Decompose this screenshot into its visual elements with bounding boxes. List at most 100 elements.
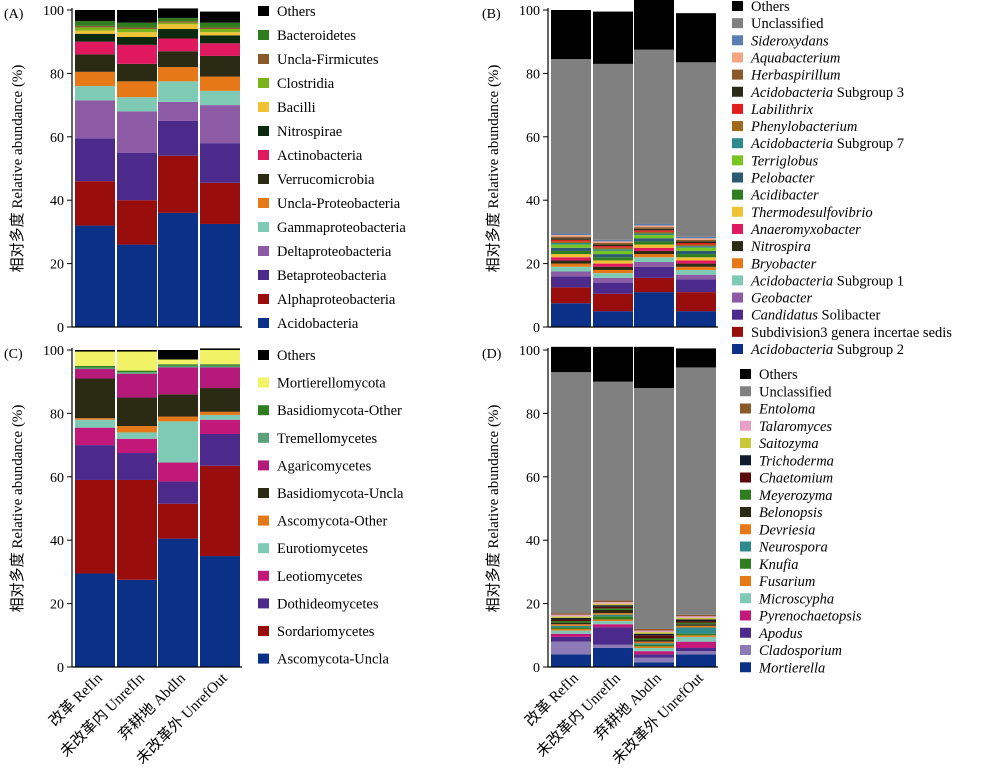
- bar-segment: [75, 369, 115, 379]
- bar-segment: [75, 54, 115, 72]
- bar-segment: [75, 138, 115, 182]
- bar-segment: [75, 27, 115, 31]
- bar-segment: [676, 246, 716, 248]
- bar-segment: [551, 236, 591, 239]
- bar-segment: [75, 71, 115, 87]
- panel-label: (C): [4, 347, 23, 362]
- y-tick-label: 20: [50, 258, 64, 273]
- legend-label: Acidobacteria Subgroup 2: [750, 342, 904, 358]
- legend-swatch: [258, 294, 269, 304]
- legend-label: Candidatus Solibacter: [751, 308, 880, 324]
- bar-segment: [593, 246, 633, 248]
- bar-segment: [158, 120, 198, 156]
- bar-segment: [551, 613, 591, 615]
- bar-segment: [676, 257, 716, 261]
- bar-segment: [676, 241, 716, 243]
- legend-swatch: [258, 488, 269, 498]
- y-tick-label: 100: [43, 4, 64, 19]
- bar-segment: [676, 627, 716, 634]
- y-tick-label: 0: [533, 321, 540, 336]
- legend-label: Labilithrix: [750, 102, 814, 118]
- bar-segment: [593, 269, 633, 274]
- bar-segment: [593, 273, 633, 278]
- legend-label: Verrucomicrobia: [277, 172, 375, 188]
- legend-label: Leotiomycetes: [277, 569, 363, 585]
- bar-segment: [676, 616, 716, 618]
- bar-segment: [676, 247, 716, 251]
- bar-segment: [634, 230, 674, 232]
- bar-segment: [551, 260, 591, 264]
- y-tick-label: 40: [50, 194, 64, 209]
- bar-segment: [117, 200, 157, 245]
- bar-segment: [593, 381, 633, 601]
- bar-segment: [593, 600, 633, 603]
- legend-label: Unclassified: [751, 16, 824, 32]
- legend-label: Belonopsis: [759, 505, 823, 521]
- bar-segment: [551, 266, 591, 272]
- bar-segment: [75, 445, 115, 480]
- legend-swatch: [258, 405, 269, 416]
- bar-segment: [117, 373, 157, 398]
- bar-segment: [676, 624, 716, 626]
- bar-segment: [117, 27, 157, 30]
- bar-segment: [593, 282, 633, 294]
- legend-swatch: [258, 6, 269, 16]
- legend-label: Phenylobacterium: [750, 119, 857, 135]
- legend-label: Acidibacter: [750, 188, 819, 204]
- bar-segment: [117, 397, 157, 427]
- bar-segment: [676, 279, 716, 293]
- bar-segment: [634, 49, 674, 224]
- bar-segment: [593, 647, 633, 667]
- bar-segment: [634, 641, 674, 644]
- bar-segment: [117, 81, 157, 98]
- legend-swatch: [258, 653, 269, 664]
- bar-segment: [158, 21, 198, 23]
- legend-label: Nitrospira: [750, 239, 811, 255]
- bar-segment: [117, 579, 157, 667]
- bar-segment: [593, 609, 633, 614]
- bar-segment: [200, 388, 240, 412]
- legend-swatch: [258, 30, 269, 40]
- bar-segment: [593, 11, 633, 64]
- bar-segment: [551, 244, 591, 248]
- bar-segment: [75, 378, 115, 419]
- bar-segment: [200, 22, 240, 28]
- bar-segment: [117, 372, 157, 374]
- bar-segment: [117, 453, 157, 480]
- bar-segment: [676, 635, 716, 637]
- legend-swatch: [258, 515, 269, 526]
- y-axis-label: 相对多度 Relative abundance (%): [9, 65, 26, 273]
- legend-swatch: [732, 1, 743, 11]
- bar-segment: [75, 30, 115, 34]
- bar-segment: [551, 627, 591, 629]
- y-tick-label: 0: [57, 661, 64, 676]
- bar-segment: [634, 277, 674, 293]
- bar-segment: [551, 641, 591, 655]
- bar-segment: [593, 247, 633, 250]
- bar-segment: [676, 62, 716, 237]
- legend-swatch: [732, 103, 743, 114]
- bar-segment: [117, 111, 157, 153]
- legend-swatch: [732, 241, 743, 252]
- bar-segment: [200, 11, 240, 23]
- bar-segment: [117, 97, 157, 112]
- legend-label: Others: [759, 367, 798, 383]
- bar-segment: [551, 616, 591, 618]
- y-tick-label: 0: [57, 321, 64, 336]
- y-tick-label: 100: [43, 344, 64, 359]
- legend-label: Betaproteobacteria: [277, 268, 387, 284]
- panel-label: (B): [482, 7, 501, 22]
- legend-swatch: [732, 275, 743, 286]
- bar-segment: [676, 651, 716, 655]
- y-axis-label: 相对多度 Relative abundance (%): [485, 65, 502, 273]
- bar-segment: [117, 44, 157, 64]
- bar-segment: [634, 651, 674, 655]
- legend-label: Tremellomycetes: [277, 431, 377, 447]
- legend-swatch: [258, 102, 269, 112]
- legend-label: Entoloma: [758, 402, 815, 418]
- bar-segment: [117, 432, 157, 439]
- bar-segment: [634, 657, 674, 663]
- bar-segment: [158, 364, 198, 366]
- legend-swatch: [732, 35, 743, 46]
